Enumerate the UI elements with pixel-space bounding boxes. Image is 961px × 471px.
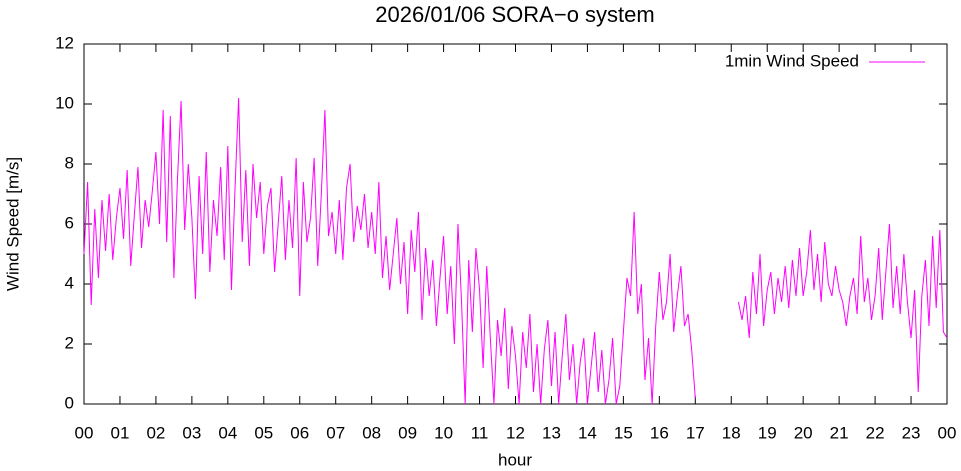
x-tick-label: 16 xyxy=(650,423,669,442)
x-tick-label: 02 xyxy=(146,423,165,442)
data-line xyxy=(83,97,948,405)
x-tick-label: 03 xyxy=(182,423,201,442)
y-tick-label: 12 xyxy=(55,33,74,52)
x-tick-label: 12 xyxy=(506,423,525,442)
x-tick-label: 20 xyxy=(794,423,813,442)
x-tick-label: 00 xyxy=(75,423,94,442)
x-tick-label: 21 xyxy=(830,423,849,442)
y-tick-label: 8 xyxy=(65,153,74,172)
x-tick-label: 18 xyxy=(722,423,741,442)
x-tick-label: 09 xyxy=(398,423,417,442)
x-tick-label: 17 xyxy=(686,423,705,442)
x-tick-label: 15 xyxy=(614,423,633,442)
x-tick-label: 05 xyxy=(254,423,273,442)
y-tick-label: 6 xyxy=(65,213,74,232)
x-tick-label: 11 xyxy=(471,423,489,442)
x-tick-label: 22 xyxy=(866,423,885,442)
chart-title: 2026/01/06 SORA−o system xyxy=(375,2,654,27)
y-tick-label: 10 xyxy=(55,93,74,112)
x-tick-label: 00 xyxy=(938,423,957,442)
x-tick-label: 23 xyxy=(902,423,921,442)
x-tick-label: 04 xyxy=(218,423,237,442)
y-tick-label: 0 xyxy=(65,393,74,412)
x-axis-label: hour xyxy=(498,450,532,469)
legend-label: 1min Wind Speed xyxy=(725,51,859,70)
x-tick-label: 13 xyxy=(542,423,561,442)
x-tick-label: 07 xyxy=(326,423,345,442)
x-tick-label: 10 xyxy=(434,423,453,442)
x-tick-label: 06 xyxy=(290,423,309,442)
x-tick-label: 01 xyxy=(110,423,129,442)
x-tick-label: 08 xyxy=(362,423,381,442)
y-tick-label: 4 xyxy=(65,273,74,292)
x-tick-label: 19 xyxy=(758,423,777,442)
x-tick-label: 14 xyxy=(578,423,597,442)
y-axis-label: Wind Speed [m/s] xyxy=(3,157,22,291)
y-tick-label: 2 xyxy=(65,333,74,352)
